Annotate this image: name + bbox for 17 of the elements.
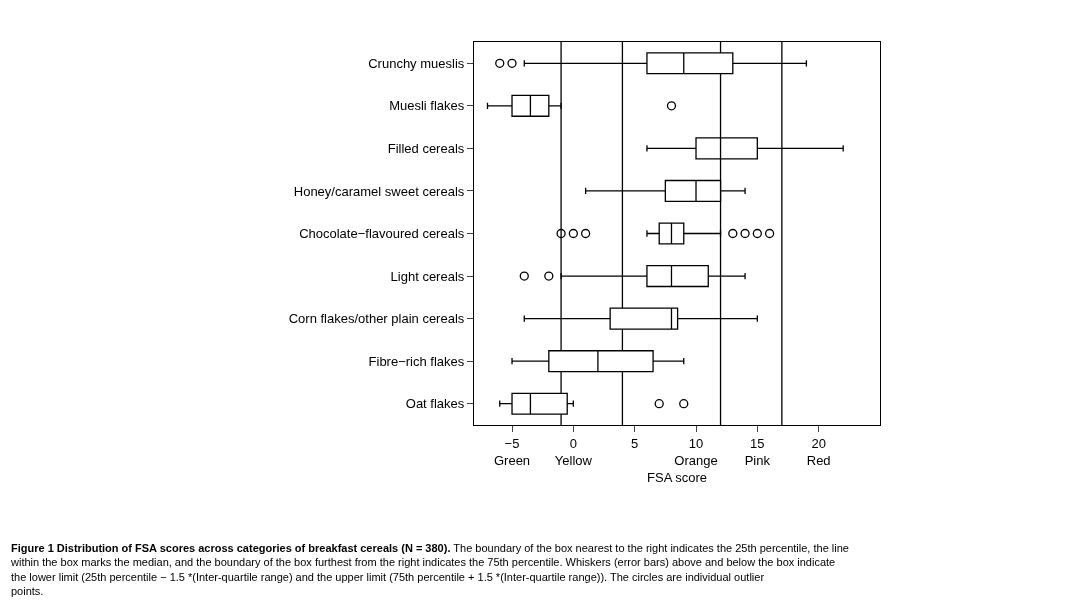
x-tick-label: 15 Pink [744, 435, 771, 468]
y-tick-label: Fibre−rich flakes [368, 353, 465, 369]
y-tick-label: Honey/caramel sweet cereals [293, 183, 465, 199]
x-tick-label: 0 Yellow [554, 435, 593, 468]
caption: Figure 1 Distribution of FSA scores across categories of breakfast cereals (N = 380). [11, 542, 451, 554]
x-tick-label: 20 Red [806, 435, 831, 468]
x-tick-label: 10 Orange [674, 435, 718, 468]
y-tick-label: Muesli flakes [389, 98, 465, 114]
x-tick-label: 5 [631, 435, 639, 451]
x-tick-label: −5 Green [493, 435, 531, 468]
y-tick-label: Filled cereals [387, 140, 465, 156]
y-tick-label: Corn flakes/other plain cereals [288, 311, 465, 327]
y-tick-label: Light cereals [390, 268, 465, 284]
y-tick-label: Chocolate−flavoured cereals [299, 226, 465, 242]
y-tick-label: Crunchy mueslis [368, 55, 465, 71]
x-axis-title: FSA score [647, 470, 707, 486]
y-tick-label: Oat flakes [405, 396, 465, 412]
